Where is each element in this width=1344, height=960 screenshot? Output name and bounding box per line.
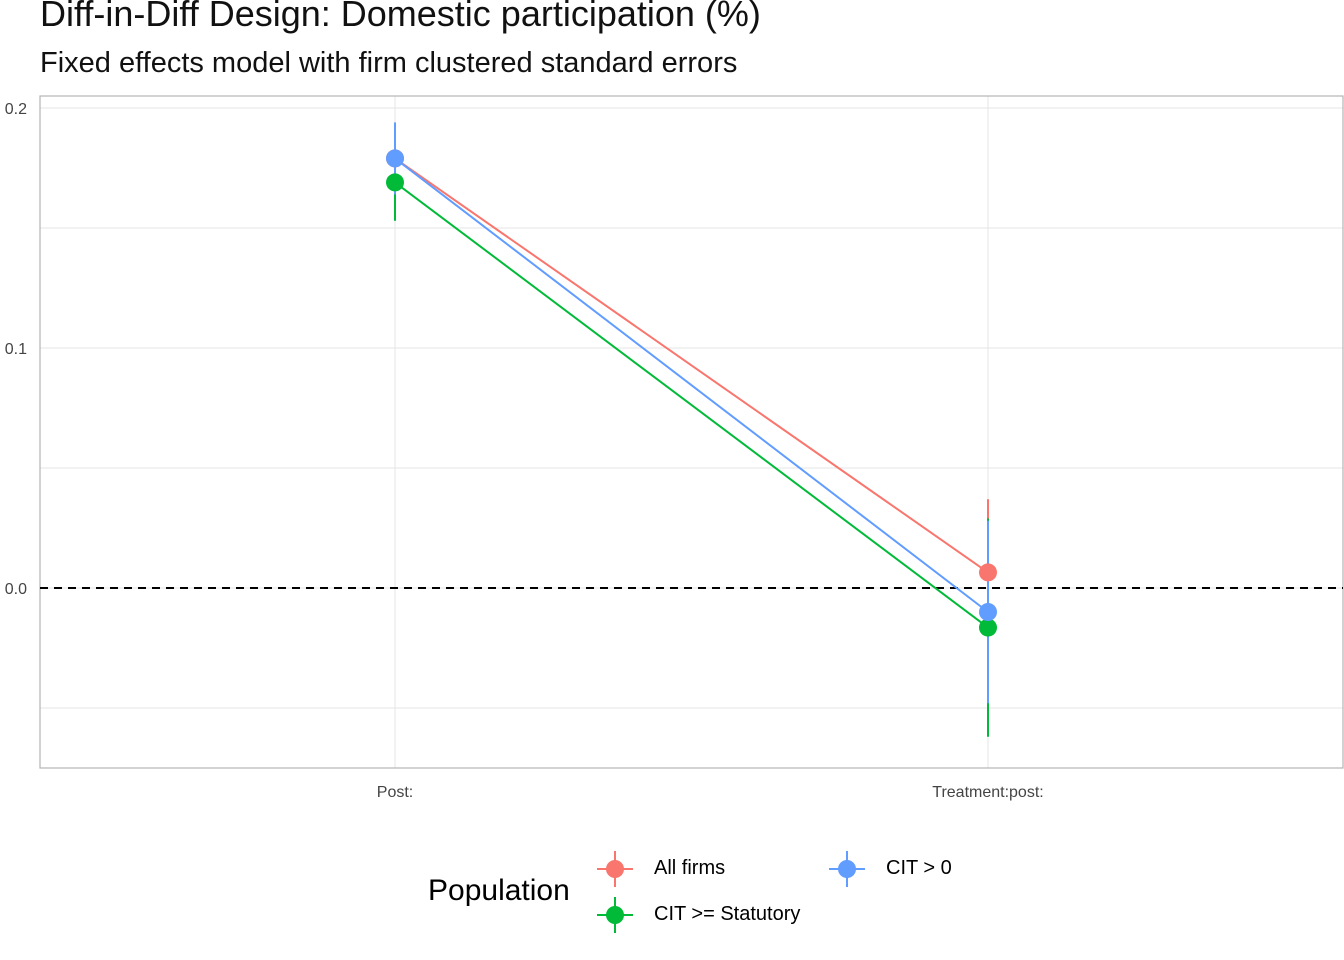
- grid-lines: [40, 96, 1343, 768]
- series-cit-0: [394, 122, 989, 704]
- series-group: [386, 122, 997, 737]
- x-tick-label: Treatment:post:: [932, 784, 1043, 801]
- series-cit-statutory: [394, 144, 989, 737]
- tick-labels: 0.0 0.1 0.2 Post: Treatment:post:: [5, 101, 1044, 801]
- y-tick-label: 0.0: [5, 581, 27, 598]
- chart-title: Diff-in-Diff Design: Domestic participat…: [40, 0, 761, 34]
- data-point-cit-statutory: [979, 618, 997, 637]
- series-line-all-firms: [394, 157, 989, 574]
- axes: [39, 95, 1344, 769]
- y-tick-label: 0.2: [5, 101, 27, 118]
- series-line-cit-0: [394, 157, 989, 613]
- data-point-all-firms: [979, 563, 997, 582]
- data-point-cit-0: [386, 149, 404, 168]
- y-tick-label: 0.1: [5, 341, 27, 358]
- series-line-cit-statutory: [394, 181, 989, 629]
- chart-subtitle: Fixed effects model with firm clustered …: [40, 47, 738, 79]
- data-point-cit-statutory: [386, 173, 404, 192]
- panel-border: [39, 95, 1344, 769]
- x-tick-label: Post:: [377, 784, 413, 801]
- data-point-cit-0: [979, 603, 997, 621]
